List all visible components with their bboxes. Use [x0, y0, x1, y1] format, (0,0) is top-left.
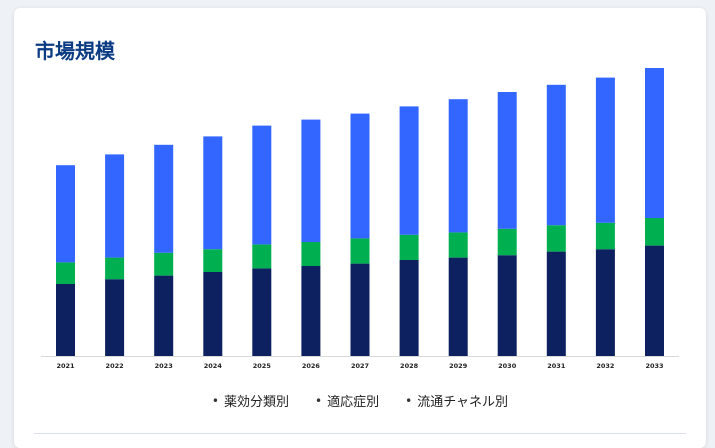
- bar-segment-2026-1[interactable]: [301, 242, 321, 266]
- x-tick-label: 2021: [56, 362, 75, 370]
- legend-item-distribution[interactable]: • 流通チャネル別: [405, 391, 509, 411]
- bar-segment-2033-2[interactable]: [645, 68, 664, 218]
- bullet-icon: •: [211, 393, 219, 408]
- bullet-icon: •: [315, 393, 323, 408]
- x-tick-label: 2025: [253, 362, 272, 370]
- x-tick-label: 2029: [449, 362, 468, 370]
- x-tick-label: 2030: [498, 362, 517, 370]
- legend-label: 薬効分類別: [224, 395, 290, 410]
- chart-title: 市場規模: [35, 39, 115, 63]
- bar-segment-2022-1[interactable]: [105, 257, 125, 280]
- bar-segment-2032-1[interactable]: [595, 222, 615, 250]
- bar-segment-2022-2[interactable]: [105, 154, 125, 258]
- bar-segment-2028-2[interactable]: [399, 106, 419, 235]
- bar-segment-2027-0[interactable]: [350, 263, 370, 356]
- bar-segment-2022-0[interactable]: [105, 279, 125, 356]
- bar-segment-2023-0[interactable]: [154, 275, 174, 356]
- bar-segment-2021-1[interactable]: [56, 262, 75, 284]
- bar-segment-2024-1[interactable]: [203, 249, 223, 272]
- bar-segment-2033-0[interactable]: [645, 245, 664, 356]
- legend-item-indication[interactable]: • 適応症別: [315, 391, 380, 411]
- bar-segment-2021-2[interactable]: [56, 165, 75, 263]
- bar-segment-2023-2[interactable]: [154, 144, 174, 253]
- bar-segment-2025-1[interactable]: [252, 244, 272, 269]
- bar-segment-2028-1[interactable]: [399, 234, 419, 260]
- x-tick-label: 2033: [645, 362, 663, 370]
- bar-segment-2024-2[interactable]: [203, 136, 223, 250]
- bar-segment-2029-1[interactable]: [448, 232, 468, 258]
- bar-segment-2026-0[interactable]: [301, 266, 321, 356]
- x-tick-label: 2026: [302, 362, 321, 370]
- bar-segment-2033-1[interactable]: [645, 218, 664, 246]
- legend-item-drug-class[interactable]: • 薬効分類別: [211, 391, 290, 411]
- x-tick-label: 2024: [204, 362, 223, 370]
- x-tick-label: 2023: [155, 362, 173, 370]
- bar-segment-2026-2[interactable]: [301, 119, 321, 242]
- x-tick-label: 2031: [547, 362, 566, 370]
- legend-label: 適応症別: [327, 395, 380, 410]
- bar-segment-2027-1[interactable]: [350, 238, 370, 264]
- bar-segment-2032-0[interactable]: [595, 249, 615, 356]
- bar-segment-2030-2[interactable]: [497, 92, 517, 229]
- bar-segment-2030-0[interactable]: [497, 255, 517, 356]
- legend-label: 流通チャネル別: [417, 395, 509, 410]
- bullet-icon: •: [405, 393, 413, 408]
- bar-segment-2023-1[interactable]: [154, 252, 174, 276]
- bar-segment-2025-0[interactable]: [252, 268, 272, 356]
- bar-segment-2021-0[interactable]: [56, 284, 75, 356]
- bar-segment-2028-0[interactable]: [399, 260, 419, 356]
- bar-segment-2031-1[interactable]: [546, 225, 566, 252]
- x-tick-label: 2028: [400, 362, 419, 370]
- bar-segment-2031-2[interactable]: [546, 84, 566, 226]
- bar-segment-2032-2[interactable]: [595, 77, 615, 223]
- bar-segment-2030-1[interactable]: [497, 228, 517, 256]
- x-tick-label: 2027: [351, 362, 369, 370]
- chart-legend: • 薬効分類別 • 適応症別 • 流通チャネル別: [14, 391, 706, 411]
- bar-segment-2029-0[interactable]: [448, 257, 468, 356]
- divider: [34, 433, 686, 434]
- market-size-card: 市場規模 2021 2022 2023 2024 2025 2026 2027 2028 202…: [14, 8, 706, 448]
- x-tick-label: 2022: [106, 362, 124, 370]
- bar-segment-2025-2[interactable]: [252, 125, 272, 245]
- bar-segment-2024-0[interactable]: [203, 272, 223, 356]
- bar-segment-2031-0[interactable]: [546, 251, 566, 356]
- bar-segment-2027-2[interactable]: [350, 113, 370, 239]
- x-tick-label: 2032: [596, 362, 614, 370]
- stacked-bar-chart: 2021 2022 2023 2024 2025 2026 2027 2028 2029 2030…: [41, 68, 679, 370]
- bar-segment-2029-2[interactable]: [448, 99, 468, 233]
